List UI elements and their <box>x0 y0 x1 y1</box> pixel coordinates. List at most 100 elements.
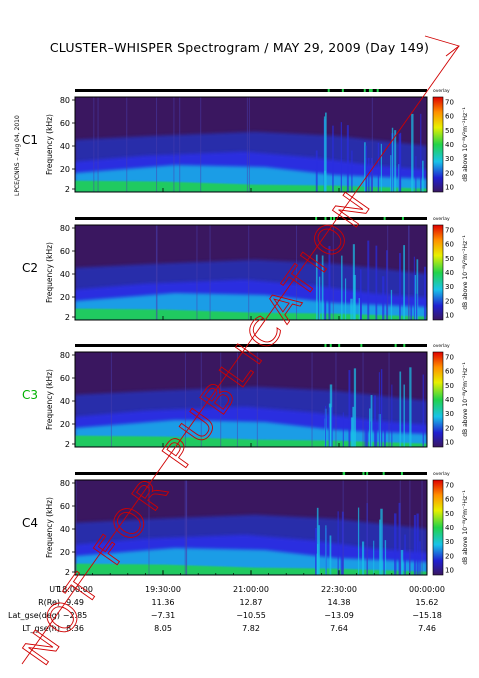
emission-streak <box>316 553 318 575</box>
emission-streak <box>379 519 381 575</box>
emission-streak <box>380 143 382 192</box>
interference-line <box>236 352 238 447</box>
interference-line <box>246 97 248 192</box>
emission-streak <box>337 511 339 575</box>
emission-streak <box>350 298 353 320</box>
emission-streak <box>328 246 331 320</box>
panel-label-c4: C4 <box>22 515 39 530</box>
colorbar-header: overlay <box>433 343 450 349</box>
emission-streak <box>399 253 401 320</box>
emission-streak <box>353 274 356 320</box>
colorbar-tick-label: 20 <box>445 297 454 305</box>
panel-label-c2: C2 <box>22 260 39 275</box>
colorbar-tick-label: 20 <box>445 552 454 560</box>
emission-streak <box>414 275 416 320</box>
data-availability-mark <box>370 89 373 92</box>
colorbar-tick-label: 10 <box>445 312 454 320</box>
data-availability-bar <box>75 217 427 220</box>
colorbar-tick-label: 60 <box>445 113 454 121</box>
emission-streak <box>390 155 392 192</box>
emission-streak <box>373 540 375 575</box>
y-tick-label: 40 <box>60 525 70 534</box>
y-tick-label: 40 <box>60 270 70 279</box>
emission-streak <box>332 125 334 192</box>
emission-streak <box>325 525 327 575</box>
y-tick-label: 20 <box>60 293 70 302</box>
interference-line <box>185 480 187 575</box>
panel-label-c3: C3 <box>22 387 39 402</box>
stamp-text: NOT FOR PUBLICATION <box>15 180 383 674</box>
interference-line <box>126 97 128 192</box>
interference-line <box>388 352 390 447</box>
colorbar-label: dB above 10⁻⁸V²m⁻²Hz⁻¹ <box>462 107 469 182</box>
emission-streak <box>386 250 388 320</box>
emission-streak <box>366 426 369 447</box>
colorbar-label: dB above 10⁻⁸V²m⁻²Hz⁻¹ <box>462 235 469 310</box>
ephemeris-value: −10.55 <box>236 611 266 620</box>
panel-c3: 80 60 40 20 2 Frequency (kHz) overlay 70 60 50 40 3… <box>45 343 469 449</box>
data-availability-mark <box>400 472 403 475</box>
data-availability-mark <box>366 472 369 475</box>
emission-streak <box>316 507 319 575</box>
colorbar-tick-label: 10 <box>445 184 454 192</box>
colorbar-tick-label: 50 <box>445 255 454 263</box>
emission-streak <box>353 368 357 447</box>
ephemeris-value: 14.38 <box>327 598 351 607</box>
interference-line <box>184 480 186 575</box>
interference-line <box>179 97 181 192</box>
data-availability-mark <box>363 89 366 92</box>
interference-line <box>75 480 77 575</box>
data-availability-bar <box>75 472 427 475</box>
emission-streak <box>403 384 405 447</box>
colorbar-tick-label: 70 <box>445 482 454 490</box>
colorbar-header: overlay <box>433 471 450 477</box>
data-availability-mark <box>382 472 385 475</box>
interference-line <box>248 225 250 320</box>
interference-line <box>421 480 423 575</box>
data-availability-mark <box>324 344 327 347</box>
data-availability-mark <box>315 217 318 220</box>
emission-streak <box>375 245 378 320</box>
interference-line <box>399 480 401 575</box>
y-tick-label: 40 <box>60 397 70 406</box>
y-tick-label: 60 <box>60 119 70 128</box>
emission-streak <box>411 113 414 192</box>
data-availability-mark <box>333 217 336 220</box>
emission-streak <box>315 254 318 320</box>
emission-streak <box>340 122 342 192</box>
emission-streak <box>416 259 419 320</box>
emission-streak <box>399 132 402 192</box>
y-tick-label: 2 <box>65 313 70 322</box>
emission-streak <box>384 540 387 575</box>
emission-streak <box>403 245 405 320</box>
emission-streak <box>378 372 380 447</box>
emission-streak <box>383 547 385 575</box>
colorbar-tick-label: 60 <box>445 241 454 249</box>
emission-streak <box>318 276 321 320</box>
emission-streak <box>374 395 376 447</box>
interference-line <box>256 352 258 447</box>
emission-streak <box>342 412 344 447</box>
ephemeris-value: 12.87 <box>239 598 263 607</box>
ephemeris-value: 9.49 <box>66 598 84 607</box>
spectrogram-image <box>75 352 427 447</box>
data-availability-mark <box>362 472 365 475</box>
data-availability-mark <box>329 344 332 347</box>
interference-line <box>342 480 344 575</box>
colorbar-tick-label: 10 <box>445 439 454 447</box>
emission-streak <box>398 502 401 575</box>
emission-streak <box>352 406 355 447</box>
y-tick-label: 20 <box>60 165 70 174</box>
emission-streak <box>398 133 401 192</box>
emission-streak <box>315 527 318 575</box>
stamp-line <box>21 45 460 665</box>
interference-line <box>209 225 211 320</box>
data-availability-mark <box>341 89 344 92</box>
interference-line <box>196 225 198 320</box>
stamp-arrow <box>424 35 460 57</box>
emission-streak <box>328 403 332 447</box>
emission-streak <box>422 374 424 447</box>
emission-streak <box>357 507 360 575</box>
emission-streak <box>348 370 351 447</box>
colorbar-label: dB above 10⁻⁸V²m⁻²Hz⁻¹ <box>462 490 469 565</box>
